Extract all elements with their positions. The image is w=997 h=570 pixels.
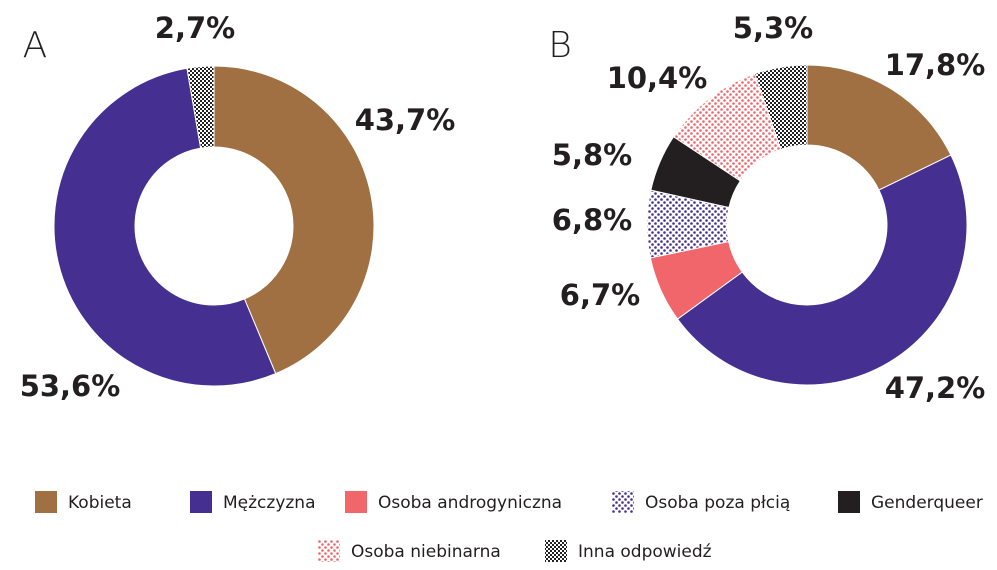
value-label: 6,7% [560, 278, 640, 312]
legend-label: Inna odpowiedź [578, 542, 712, 562]
chart-title: A [23, 25, 48, 66]
value-label: 53,6% [20, 369, 121, 403]
slice [186, 65, 215, 149]
legend-swatch [612, 491, 634, 513]
legend-label: Osoba niebinarna [351, 542, 501, 562]
legend-swatch [545, 540, 567, 562]
legend-label: Mężczyzna [223, 493, 316, 513]
slice [754, 64, 808, 151]
value-label: 17,8% [885, 48, 986, 82]
slice [676, 154, 968, 386]
slice [53, 67, 277, 387]
slice [213, 65, 375, 375]
legend-swatch [35, 491, 57, 513]
legend-swatch [190, 491, 212, 513]
value-label: 47,2% [885, 371, 986, 405]
legend-label: Kobieta [68, 493, 132, 513]
value-label: 43,7% [355, 103, 456, 137]
legend-label: Osoba poza płcią [645, 493, 790, 513]
legend-label: Osoba androgyniczna [378, 493, 562, 513]
value-label: 10,4% [607, 61, 708, 95]
value-label: 6,8% [552, 203, 632, 237]
value-label: 2,7% [155, 11, 235, 45]
legend-swatch [345, 491, 367, 513]
chart-title: B [548, 25, 572, 66]
legend-swatch [838, 491, 860, 513]
value-label: 5,8% [552, 138, 632, 172]
legend-label: Genderqueer [871, 493, 983, 513]
legend-swatch [318, 540, 340, 562]
value-label: 5,3% [733, 11, 813, 45]
